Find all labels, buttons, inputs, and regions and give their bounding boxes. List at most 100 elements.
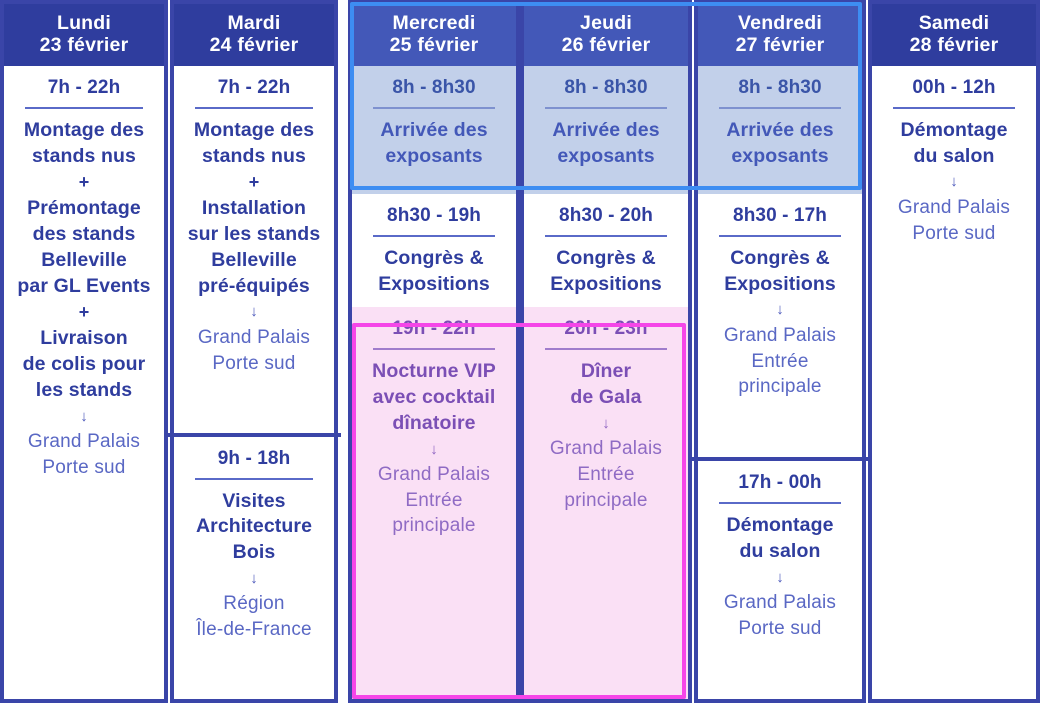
- block-event-line: Arrivée des: [552, 119, 660, 141]
- day-date: 27 février: [735, 34, 825, 56]
- block-event-line: Prémontage: [27, 197, 141, 220]
- block-place-line: principale: [738, 376, 822, 398]
- block-event-line: Expositions: [550, 272, 662, 295]
- block-plus-line: +: [248, 172, 260, 193]
- block-event-line: dînatoire: [392, 411, 476, 434]
- day-name: Jeudi: [580, 12, 632, 35]
- block-spacer: [698, 652, 862, 699]
- day-body-jeudi: 8h - 8h30 Arrivée des exposants 8h30 - 20h C…: [524, 66, 688, 699]
- block-event-line: Installation: [201, 197, 307, 220]
- block-event-line: les stands: [35, 378, 133, 401]
- block-place-line: Entrée: [577, 464, 635, 486]
- schedule-block[interactable]: 8h - 8h30 Arrivée des exposants: [352, 66, 516, 194]
- schedule-block[interactable]: 20h - 23h Dîner de Gala ↓ Grand Palais Entrée…: [524, 307, 688, 699]
- schedule-block[interactable]: 8h30 - 17h Congrès & Expositions ↓ Grand Pal…: [698, 194, 862, 410]
- block-time: 7h - 22h: [195, 77, 313, 109]
- block-place-line: Grand Palais: [897, 196, 1011, 218]
- day-header-samedi: Samedi 28 février: [872, 4, 1036, 66]
- block-event-line: Démontage: [726, 514, 834, 537]
- block-time: 9h - 18h: [195, 448, 313, 480]
- block-event-line: pré-équipés: [198, 274, 310, 297]
- block-event-line: Bois: [232, 541, 276, 564]
- block-event-line: stands nus: [32, 144, 136, 167]
- block-event-line: Congrès &: [730, 247, 830, 269]
- block-spacer: [174, 386, 334, 432]
- day-date: 25 février: [389, 34, 479, 56]
- block-plus-line: +: [78, 172, 90, 193]
- day-date: 23 février: [39, 34, 129, 56]
- block-event-line: Belleville: [211, 248, 297, 271]
- block-spacer: [698, 410, 862, 457]
- day-body-vendredi: 8h - 8h30 Arrivée des exposants 8h30 - 17h C…: [691, 66, 869, 699]
- block-time: 19h - 22h: [373, 318, 495, 351]
- schedule-block[interactable]: 7h - 22h Montage des stands nus + Installati…: [174, 66, 334, 386]
- day-column-lundi: Lundi 23 février 7h - 22h Montage des stands…: [0, 0, 168, 703]
- day-name: Samedi: [918, 12, 990, 35]
- block-plus-line: +: [78, 302, 90, 323]
- day-name: Lundi: [56, 12, 112, 35]
- day-column-jeudi: Jeudi 26 février 8h - 8h30 Arrivée des expos…: [520, 0, 692, 703]
- block-divider: [691, 457, 869, 462]
- day-date: 24 février: [209, 34, 299, 56]
- block-arrow-line: ↓: [250, 569, 258, 587]
- day-header-lundi: Lundi 23 février: [4, 4, 164, 66]
- block-place-line: Grand Palais: [197, 326, 311, 348]
- day-header-mercredi: Mercredi 25 février: [352, 4, 516, 66]
- block-place-line: Entrée: [405, 489, 463, 511]
- schedule-block[interactable]: 8h - 8h30 Arrivée des exposants: [524, 66, 688, 194]
- block-divider: [167, 432, 341, 437]
- block-event-line: exposants: [385, 144, 483, 167]
- block-event-line: Dîner: [580, 360, 632, 383]
- block-event-line: du salon: [739, 540, 821, 563]
- block-event-line: Livraison: [40, 327, 128, 350]
- block-event-line: avec cocktail: [372, 386, 496, 409]
- day-body-mercredi: 8h - 8h30 Arrivée des exposants 8h30 - 19h C…: [352, 66, 516, 699]
- block-time: 20h - 23h: [545, 318, 667, 351]
- block-arrow-line: ↓: [776, 301, 784, 319]
- day-column-mardi: Mardi 24 février 7h - 22h Montage des stands…: [167, 0, 341, 703]
- block-place-line: Île-de-France: [196, 618, 312, 640]
- block-event-line: Belleville: [41, 248, 127, 271]
- day-body-samedi: 00h - 12h Démontage du salon ↓ Grand Palais P…: [872, 66, 1036, 699]
- block-spacer: [872, 256, 1036, 699]
- block-event-line: par GL Events: [17, 274, 151, 297]
- block-event-line: Démontage: [900, 119, 1008, 141]
- block-place-line: Porte sud: [42, 456, 126, 478]
- block-arrow-line: ↓: [80, 407, 88, 425]
- block-event-line: Architecture: [195, 515, 313, 538]
- day-name: Mercredi: [392, 12, 476, 35]
- block-place-line: principale: [392, 515, 476, 537]
- block-place-line: Grand Palais: [723, 592, 837, 614]
- schedule-block[interactable]: 19h - 22h Nocturne VIP avec cocktail dînato…: [352, 307, 516, 699]
- block-event-line: exposants: [557, 144, 655, 167]
- day-date: 26 février: [561, 34, 651, 56]
- block-place-line: Région: [223, 593, 285, 615]
- block-time: 7h - 22h: [25, 77, 143, 109]
- block-event-line: exposants: [731, 144, 829, 167]
- block-time: 8h - 8h30: [373, 77, 495, 109]
- schedule-block[interactable]: 9h - 18h Visites Architecture Bois ↓ Région Îl…: [174, 437, 334, 653]
- day-column-samedi: Samedi 28 février 00h - 12h Démontage du sal…: [868, 0, 1040, 703]
- day-date: 28 février: [909, 34, 999, 56]
- block-event-line: Congrès &: [556, 247, 656, 269]
- block-event-line: du salon: [913, 144, 995, 167]
- block-arrow-line: ↓: [950, 173, 958, 191]
- schedule-block[interactable]: 17h - 00h Démontage du salon ↓ Grand Palais P…: [698, 461, 862, 651]
- block-time: 8h30 - 19h: [373, 205, 495, 237]
- block-time: 8h30 - 17h: [719, 205, 841, 237]
- block-event-line: Expositions: [378, 272, 490, 295]
- day-header-jeudi: Jeudi 26 février: [524, 4, 688, 66]
- schedule-block[interactable]: 7h - 22h Montage des stands nus + Prémontage…: [4, 66, 164, 490]
- block-place-line: Porte sud: [912, 222, 996, 244]
- block-arrow-line: ↓: [250, 303, 258, 321]
- schedule-block[interactable]: 8h - 8h30 Arrivée des exposants: [698, 66, 862, 194]
- day-name: Mardi: [227, 12, 281, 35]
- schedule-block[interactable]: 8h30 - 19h Congrès & Expositions: [352, 194, 516, 307]
- schedule-block[interactable]: 00h - 12h Démontage du salon ↓ Grand Palais P…: [872, 66, 1036, 256]
- block-place-line: Porte sud: [738, 617, 822, 639]
- schedule-block[interactable]: 8h30 - 20h Congrès & Expositions: [524, 194, 688, 307]
- block-arrow-line: ↓: [602, 414, 610, 432]
- block-place-line: Porte sud: [212, 352, 296, 374]
- block-spacer: [174, 653, 334, 699]
- block-place-line: principale: [564, 489, 648, 511]
